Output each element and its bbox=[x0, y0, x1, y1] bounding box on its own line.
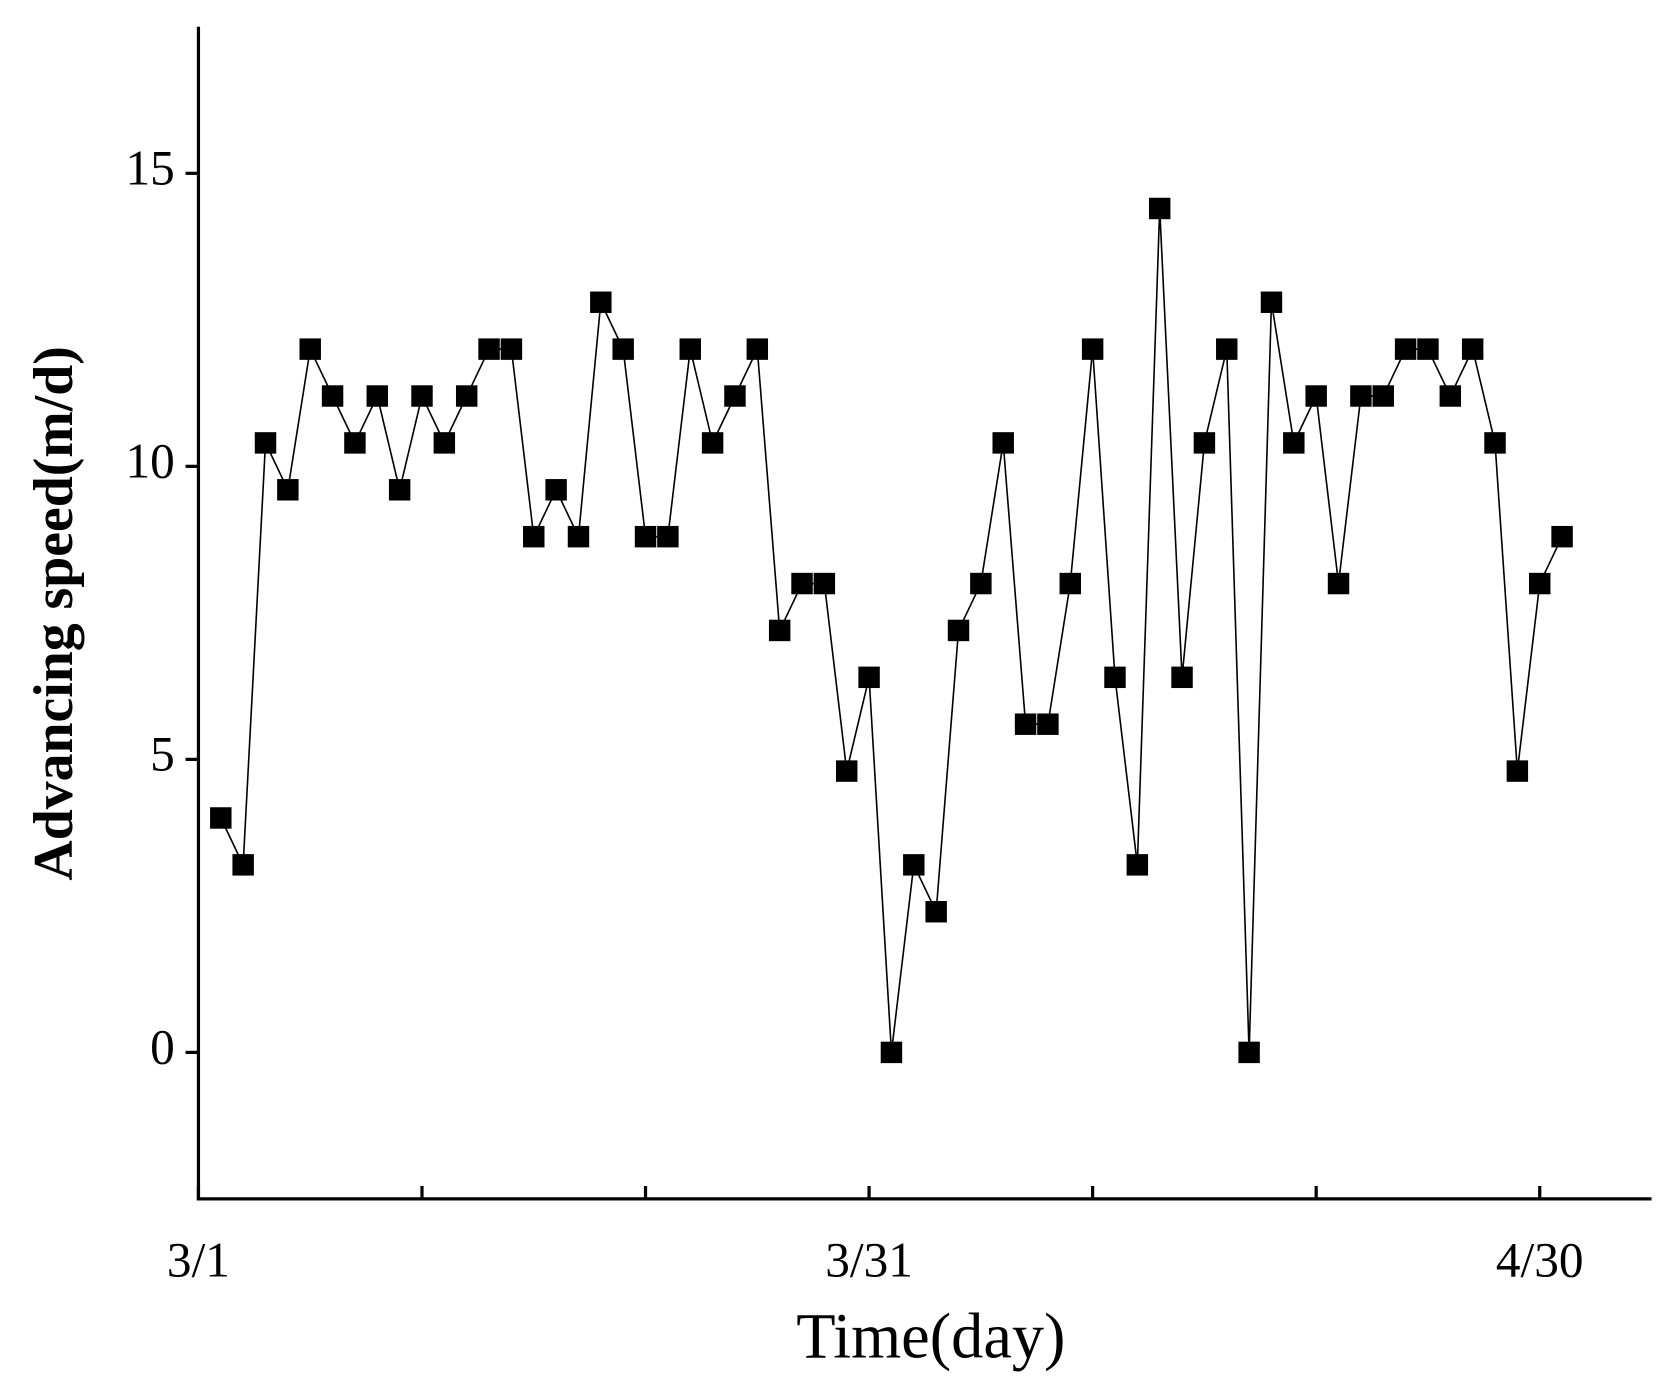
data-point bbox=[523, 525, 545, 548]
data-point bbox=[1081, 338, 1104, 360]
data-point bbox=[1417, 338, 1439, 360]
data-point bbox=[232, 854, 254, 876]
data-point bbox=[836, 760, 858, 782]
x-axis-title: Time(day) bbox=[796, 1300, 1065, 1371]
data-point bbox=[1327, 572, 1350, 595]
data-point bbox=[768, 619, 791, 642]
data-point bbox=[1551, 525, 1573, 548]
data-point bbox=[701, 432, 724, 454]
data-point bbox=[1528, 572, 1551, 595]
data-point bbox=[657, 525, 679, 548]
data-point bbox=[1104, 666, 1126, 689]
data-point bbox=[299, 338, 321, 360]
data-point bbox=[880, 1041, 903, 1064]
data-point bbox=[746, 338, 769, 360]
data-point bbox=[1148, 197, 1171, 220]
data-point bbox=[791, 572, 813, 595]
data-point bbox=[679, 338, 701, 360]
data-point bbox=[344, 432, 366, 454]
data-point bbox=[1461, 338, 1484, 360]
data-point bbox=[1059, 572, 1081, 595]
data-point bbox=[858, 666, 880, 689]
data-point bbox=[612, 338, 634, 360]
data-point bbox=[1171, 666, 1193, 689]
y-tick-label: 0 bbox=[150, 1020, 175, 1075]
data-point bbox=[634, 525, 657, 548]
data-point bbox=[455, 385, 478, 407]
data-point bbox=[992, 432, 1014, 454]
x-tick-label: 3/31 bbox=[825, 1233, 913, 1288]
y-tick-label: 10 bbox=[126, 434, 175, 489]
data-point bbox=[1305, 385, 1327, 407]
data-point bbox=[433, 432, 456, 454]
data-point bbox=[724, 385, 746, 407]
data-point bbox=[1484, 432, 1506, 454]
x-tick-label: 3/1 bbox=[167, 1233, 230, 1288]
data-point bbox=[1037, 713, 1059, 735]
data-line bbox=[220, 208, 1563, 1053]
y-tick-label: 15 bbox=[126, 141, 175, 196]
data-point bbox=[1350, 385, 1372, 407]
data-point bbox=[411, 385, 433, 407]
data-point bbox=[1216, 338, 1238, 360]
data-point bbox=[903, 854, 925, 876]
data-point bbox=[277, 479, 299, 501]
data-point bbox=[1126, 854, 1149, 876]
data-point bbox=[567, 525, 590, 548]
data-point bbox=[590, 291, 612, 313]
data-point bbox=[947, 619, 970, 642]
data-point bbox=[1439, 385, 1462, 407]
data-point bbox=[545, 479, 567, 501]
data-point bbox=[1193, 432, 1216, 454]
data-point bbox=[321, 385, 344, 407]
data-point bbox=[478, 338, 500, 360]
data-point bbox=[813, 572, 836, 595]
y-axis-title: Advancing speed(m/d) bbox=[23, 346, 85, 880]
data-point bbox=[1372, 385, 1394, 407]
data-point bbox=[970, 572, 992, 595]
data-point bbox=[1238, 1041, 1260, 1064]
data-point bbox=[254, 432, 277, 454]
data-point bbox=[366, 385, 389, 407]
x-tick-label: 4/30 bbox=[1496, 1233, 1584, 1288]
y-tick-label: 5 bbox=[150, 727, 175, 782]
data-point bbox=[388, 479, 411, 501]
data-point bbox=[1283, 432, 1305, 454]
data-point bbox=[1506, 760, 1529, 782]
data-point bbox=[210, 807, 232, 829]
data-point bbox=[500, 338, 523, 360]
data-point bbox=[1014, 713, 1037, 735]
data-point bbox=[1394, 338, 1417, 360]
data-point bbox=[925, 901, 947, 923]
data-point bbox=[1260, 291, 1283, 313]
